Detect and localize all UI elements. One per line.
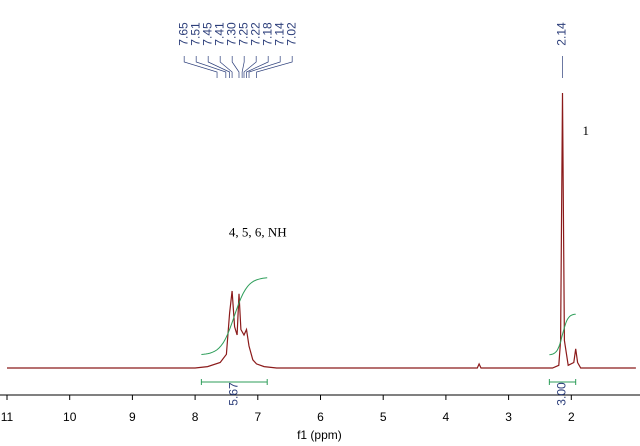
peak-label: 2.14 — [555, 22, 569, 46]
x-tick-label: 5 — [380, 410, 387, 424]
x-tick-label: 3 — [505, 410, 512, 424]
peak-label: 7.41 — [212, 22, 226, 46]
peak-leader — [246, 56, 269, 78]
x-tick-label: 11 — [1, 410, 14, 424]
integral-curve — [201, 277, 268, 355]
peak-leader — [231, 56, 240, 78]
peak-leader — [219, 56, 233, 78]
peak-leader — [243, 56, 257, 78]
x-axis-label: f1 (ppm) — [297, 428, 342, 442]
peak-label: 7.18 — [260, 22, 274, 46]
peak-label: 7.45 — [200, 22, 214, 46]
x-tick-label: 7 — [254, 410, 261, 424]
x-tick-label: 9 — [129, 410, 136, 424]
annotation: 4, 5, 6, NH — [229, 224, 287, 239]
x-tick-label: 8 — [192, 410, 199, 424]
peak-leader — [241, 56, 245, 78]
integral-curve — [549, 313, 576, 356]
x-tick-label: 6 — [317, 410, 324, 424]
peak-label: 7.25 — [236, 22, 250, 46]
peak-label: 7.22 — [248, 22, 262, 46]
peak-leader — [195, 56, 227, 78]
x-tick-label: 4 — [443, 410, 450, 424]
peak-label: 7.02 — [284, 22, 298, 46]
peak-label: 7.30 — [224, 22, 238, 46]
x-tick-label: 10 — [63, 410, 77, 424]
peak-label: 7.14 — [272, 22, 286, 46]
integral-label: 3.00 — [555, 382, 569, 406]
integral-label: 5.67 — [226, 382, 240, 406]
peak-label: 7.65 — [176, 22, 190, 46]
peak-label: 7.51 — [188, 22, 202, 46]
annotation: 1 — [582, 123, 589, 138]
peak-leader — [183, 56, 218, 78]
x-tick-label: 2 — [568, 410, 575, 424]
peak-leader — [207, 56, 230, 78]
spectrum-line — [7, 92, 636, 369]
peak-leader — [248, 56, 281, 78]
peak-leader — [256, 56, 293, 78]
